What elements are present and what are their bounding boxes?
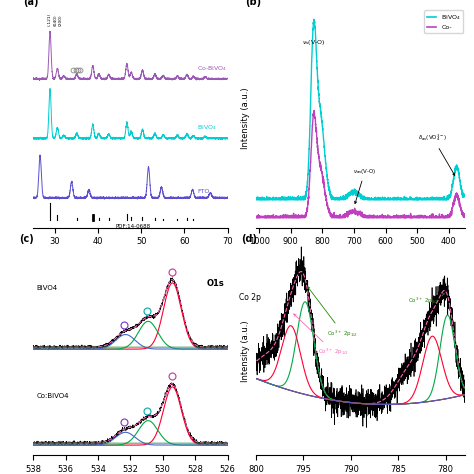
Text: (200): (200)	[58, 15, 63, 27]
Text: FTO: FTO	[197, 189, 210, 194]
Text: $\nu_{as}$(V-O): $\nu_{as}$(V-O)	[353, 167, 377, 203]
Text: (d): (d)	[241, 234, 257, 244]
Text: (b): (b)	[246, 0, 262, 7]
Text: Co-BiVO$_4$: Co-BiVO$_4$	[197, 64, 228, 73]
Text: $\delta_{as}$(VO$_4^{3-}$): $\delta_{as}$(VO$_4^{3-}$)	[419, 133, 455, 175]
Y-axis label: Intensity (a.u.): Intensity (a.u.)	[241, 88, 250, 149]
Text: O1s: O1s	[207, 279, 224, 288]
Text: (040): (040)	[53, 15, 57, 27]
Text: (-121): (-121)	[48, 13, 52, 27]
Text: Co 2p: Co 2p	[239, 293, 261, 302]
Text: Co:BiVO4: Co:BiVO4	[36, 393, 69, 399]
Text: Co$^{3+}$ 2p$_{3/2}$: Co$^{3+}$ 2p$_{3/2}$	[408, 293, 444, 305]
Text: Co$^{3+}$ 2p$_{1/2}$: Co$^{3+}$ 2p$_{1/2}$	[294, 314, 348, 356]
Text: BiVO4: BiVO4	[36, 285, 57, 291]
Text: (a): (a)	[23, 0, 39, 7]
Text: $\nu_s$(V-O): $\nu_s$(V-O)	[301, 38, 325, 47]
Text: (c): (c)	[19, 234, 34, 244]
X-axis label: Raman Shift (cm⁻¹): Raman Shift (cm⁻¹)	[320, 252, 401, 261]
Text: Co$^{3+}$ 2p$_{1/2}$: Co$^{3+}$ 2p$_{1/2}$	[308, 286, 358, 338]
Text: BiVO$_4$: BiVO$_4$	[197, 123, 217, 132]
Legend: BiVO$_4$, Co-: BiVO$_4$, Co-	[424, 10, 464, 33]
X-axis label: 2 Theta (degree): 2 Theta (degree)	[95, 252, 166, 261]
Y-axis label: Intensity (a.u.): Intensity (a.u.)	[241, 320, 250, 382]
Text: PDF:14-0688: PDF:14-0688	[115, 224, 150, 229]
